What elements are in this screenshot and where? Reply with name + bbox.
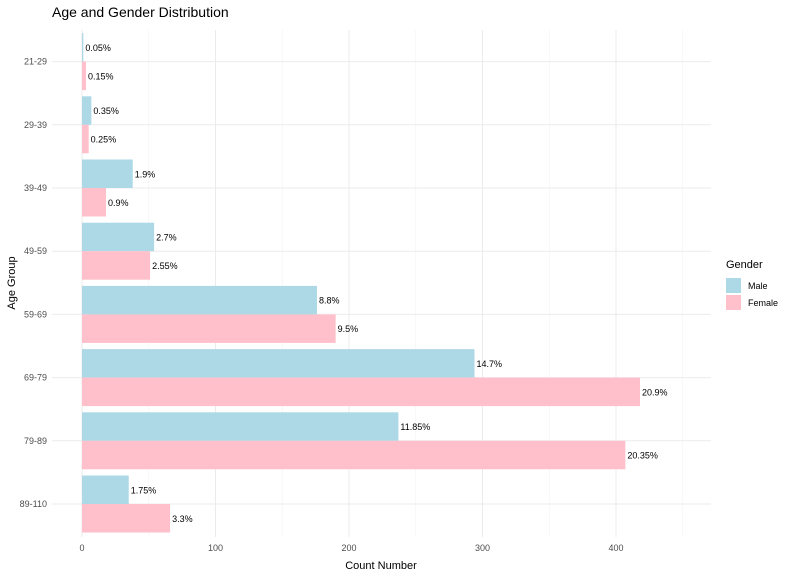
data-label: 0.9% xyxy=(108,198,129,208)
data-label: 1.9% xyxy=(135,169,156,179)
data-labels: 0.05% 0.35% 1.9% 2.7% 8.8% 14.7% 11.85% 1.75% 0.… xyxy=(85,43,667,524)
legend-key-male xyxy=(726,278,741,293)
y-tick-label: 39-49 xyxy=(24,183,47,193)
legend-label-male: Male xyxy=(748,281,768,291)
bar-female-49-59 xyxy=(82,251,151,280)
x-tick-label: 100 xyxy=(208,543,223,553)
data-label: 2.55% xyxy=(152,261,178,271)
bar-male-29-39 xyxy=(82,96,92,125)
bar-male-39-49 xyxy=(82,159,133,188)
data-label: 8.8% xyxy=(319,296,340,306)
data-label: 0.25% xyxy=(91,135,117,145)
data-label: 2.7% xyxy=(156,232,177,242)
y-tick-label: 69-79 xyxy=(24,373,47,383)
data-label: 11.85% xyxy=(400,422,430,432)
x-tick-label: 300 xyxy=(475,543,490,553)
bar-female-59-69 xyxy=(82,314,336,343)
bar-female-79-89 xyxy=(82,440,626,470)
x-tick-labels: 0 100 200 300 400 xyxy=(79,543,623,553)
data-label: 3.3% xyxy=(172,514,193,524)
y-tick-labels: 21-29 29-39 39-49 49-59 59-69 69-79 79-89 89-11… xyxy=(20,57,47,509)
y-tick-label: 59-69 xyxy=(24,309,47,319)
x-tick-label: 400 xyxy=(608,543,623,553)
chart-title: Age and Gender Distribution xyxy=(52,4,229,20)
bar-female-69-79 xyxy=(82,377,641,407)
bar-female-21-29 xyxy=(82,61,87,91)
y-axis-title: Age Group xyxy=(6,256,18,309)
x-tick-label: 0 xyxy=(79,543,84,553)
legend-label-female: Female xyxy=(748,298,778,308)
y-tick-label: 49-59 xyxy=(24,246,47,256)
legend-key-female xyxy=(726,295,741,310)
y-tick-label: 89-110 xyxy=(20,499,47,509)
data-label: 0.35% xyxy=(93,106,119,116)
data-label: 9.5% xyxy=(338,324,359,334)
bar-male-89-110 xyxy=(82,475,129,504)
bar-male-69-79 xyxy=(82,349,475,378)
data-label: 20.9% xyxy=(642,387,668,397)
bar-male-79-89 xyxy=(82,412,399,441)
y-tick-label: 29-39 xyxy=(24,120,47,130)
y-tick-label: 21-29 xyxy=(24,57,47,67)
data-label: 0.05% xyxy=(85,43,111,53)
bar-male-21-29 xyxy=(82,33,84,62)
bar-male-49-59 xyxy=(82,222,155,252)
bar-male-59-69 xyxy=(82,285,317,315)
bar-female-39-49 xyxy=(82,188,107,217)
y-tick-label: 79-89 xyxy=(24,436,47,446)
data-label: 20.35% xyxy=(627,451,658,461)
legend-title: Gender xyxy=(726,259,763,271)
x-axis-title: Count Number xyxy=(345,560,417,572)
data-label: 1.75% xyxy=(131,485,157,495)
x-tick-label: 200 xyxy=(341,543,356,553)
bar-female-29-39 xyxy=(82,124,89,154)
bars xyxy=(82,33,641,533)
data-label: 0.15% xyxy=(88,71,114,81)
bar-female-89-110 xyxy=(82,504,171,533)
legend: Gender Male Female xyxy=(726,259,778,310)
data-label: 14.7% xyxy=(476,359,502,369)
